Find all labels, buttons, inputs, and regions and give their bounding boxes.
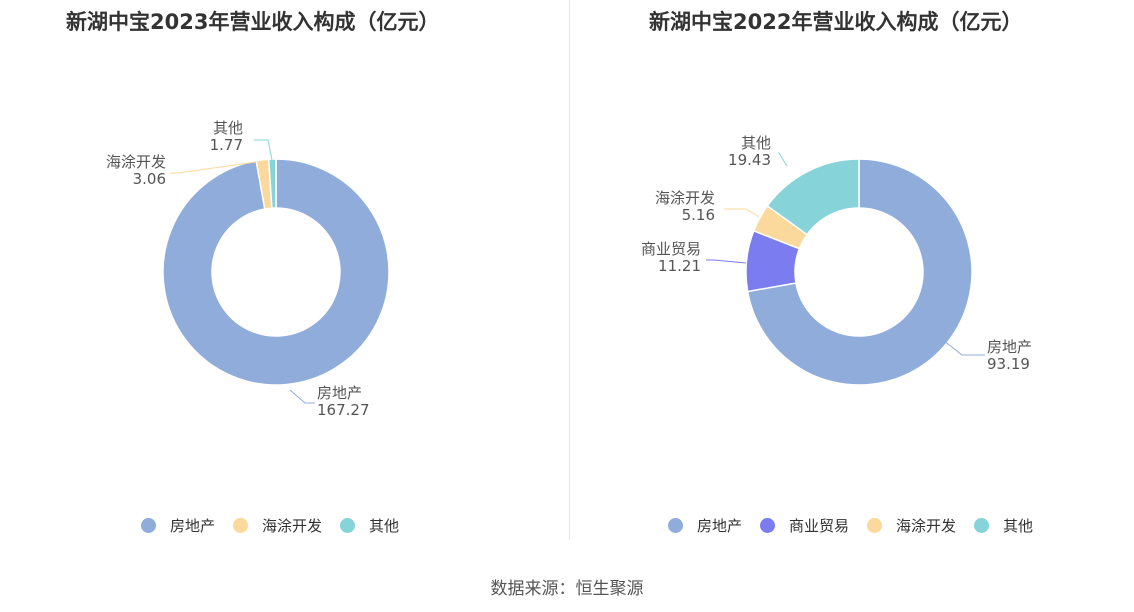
leader-line — [706, 259, 747, 264]
legend-marker — [668, 517, 683, 533]
chart-title-2022: 新湖中宝2022年营业收入构成（亿元） — [649, 10, 1023, 34]
legend-item[interactable]: 商业贸易 — [760, 515, 849, 536]
slice-label-name: 商业贸易 — [641, 240, 701, 258]
leader-line — [254, 139, 273, 161]
legend-label: 房地产 — [170, 516, 216, 535]
donut-slice-0[interactable] — [162, 158, 390, 386]
slice-label-name: 海涂开发 — [106, 153, 166, 171]
legend-marker — [867, 517, 883, 533]
legend-marker — [340, 517, 356, 533]
legend-2022: 房地产 商业贸易 海涂开发 其他 — [668, 514, 1051, 536]
legend-item[interactable]: 其他 — [974, 515, 1033, 536]
leader-line — [170, 161, 257, 174]
data-source-note: 数据来源：恒生聚源 — [490, 579, 644, 599]
legend-marker — [760, 517, 776, 533]
slice-label-value: 167.27 — [317, 401, 370, 419]
legend-label: 其他 — [369, 516, 400, 535]
legend-label: 海涂开发 — [262, 516, 323, 535]
leader-line — [942, 339, 985, 356]
slice-label-value: 5.16 — [682, 206, 715, 224]
legend-label: 商业贸易 — [789, 516, 850, 535]
leader-line — [778, 152, 788, 167]
slice-label-value: 3.06 — [133, 170, 166, 188]
donut-slice-2[interactable] — [267, 158, 277, 209]
slice-label-name: 房地产 — [987, 338, 1032, 356]
chart-divider — [569, 0, 570, 540]
legend-item[interactable]: 海涂开发 — [233, 515, 322, 536]
slice-label-value: 19.43 — [728, 151, 771, 169]
slice-label-value: 93.19 — [987, 355, 1030, 373]
legend-item[interactable]: 房地产 — [141, 515, 215, 536]
donut-slice-3[interactable] — [766, 158, 860, 236]
leader-line — [724, 208, 760, 218]
legend-marker — [141, 517, 156, 533]
legend-item[interactable]: 其他 — [340, 515, 399, 536]
slice-label-value: 1.77 — [210, 136, 243, 154]
donut-slice-0[interactable] — [746, 158, 973, 386]
slice-label-value: 11.21 — [658, 257, 701, 275]
legend-marker — [233, 517, 249, 533]
legend-item[interactable]: 房地产 — [668, 515, 742, 536]
leader-line — [289, 389, 315, 404]
legend-marker — [974, 517, 990, 533]
legend-label: 海涂开发 — [896, 516, 957, 535]
slice-label-name: 房地产 — [317, 384, 362, 402]
slice-label-name: 海涂开发 — [655, 189, 715, 207]
legend-label: 其他 — [1003, 516, 1034, 535]
legend-label: 房地产 — [697, 516, 743, 535]
legend-item[interactable]: 海涂开发 — [867, 515, 956, 536]
chart-title-2023: 新湖中宝2023年营业收入构成（亿元） — [66, 10, 440, 34]
slice-label-name: 其他 — [741, 134, 771, 152]
slice-label-name: 其他 — [213, 119, 243, 137]
legend-2023: 房地产 海涂开发 其他 — [141, 514, 417, 536]
